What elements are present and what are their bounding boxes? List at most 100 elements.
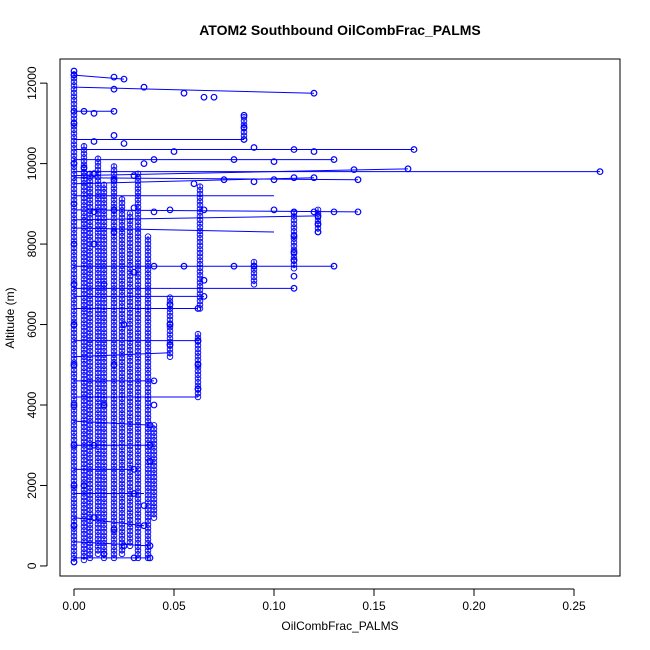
data-point — [126, 428, 134, 435]
data-point — [80, 519, 88, 527]
data-point — [290, 272, 298, 280]
data-point — [86, 251, 94, 259]
data-point — [118, 247, 126, 255]
data-point — [100, 502, 108, 510]
data-point — [80, 434, 88, 442]
data-point — [118, 535, 126, 543]
data-point — [86, 196, 94, 203]
data-point — [80, 423, 88, 431]
data-point — [144, 370, 152, 377]
data-point — [110, 381, 118, 388]
data-point — [330, 262, 338, 270]
data-point — [290, 232, 298, 240]
data-point — [70, 558, 78, 566]
data-point — [314, 220, 322, 228]
data-point — [126, 513, 134, 520]
data-point — [404, 165, 412, 173]
data-point — [86, 288, 94, 296]
data-point — [70, 473, 78, 481]
data-point — [70, 133, 78, 141]
data-point — [134, 406, 142, 414]
data-point — [70, 401, 78, 409]
profile-8 — [134, 170, 142, 562]
data-point — [100, 347, 108, 355]
data-point — [126, 339, 134, 346]
data-point — [80, 287, 88, 294]
data-point — [110, 277, 118, 285]
data-point — [70, 525, 78, 532]
data-point — [126, 243, 134, 250]
data-point — [80, 482, 88, 489]
data-point — [126, 501, 134, 509]
data-point — [144, 325, 152, 333]
data-point — [80, 342, 88, 349]
data-point — [166, 206, 174, 214]
data-point — [80, 501, 88, 508]
data-point — [134, 429, 142, 436]
data-point — [110, 499, 118, 506]
data-point — [150, 447, 158, 455]
data-point — [86, 351, 94, 359]
data-point — [134, 200, 142, 207]
profile-13 — [196, 183, 204, 312]
data-point — [86, 366, 94, 373]
data-point — [196, 264, 204, 272]
data-point — [290, 235, 298, 242]
data-point — [110, 528, 118, 536]
data-point — [134, 381, 142, 388]
data-point — [110, 550, 118, 558]
data-point — [80, 168, 88, 176]
data-point — [126, 372, 134, 380]
data-point — [100, 358, 108, 366]
y-tick-label: 12000 — [25, 66, 39, 100]
data-point — [100, 458, 108, 466]
data-point — [166, 341, 174, 349]
data-point — [110, 406, 118, 414]
data-point — [110, 436, 118, 443]
data-point — [134, 469, 142, 477]
data-point — [70, 344, 78, 351]
data-point — [134, 425, 142, 432]
data-point — [70, 126, 78, 134]
data-point — [70, 137, 78, 145]
data-point — [134, 462, 142, 469]
data-point — [118, 203, 126, 210]
data-point — [100, 189, 108, 196]
data-point — [100, 214, 108, 222]
data-point — [100, 362, 108, 370]
data-point — [70, 429, 78, 436]
data-point — [196, 286, 204, 294]
data-point — [126, 450, 134, 457]
data-point — [144, 321, 152, 329]
data-point — [70, 414, 78, 422]
data-point — [134, 355, 142, 362]
data-point — [194, 337, 202, 345]
data-point — [80, 161, 88, 169]
data-point — [134, 440, 142, 447]
data-point — [100, 414, 108, 421]
data-point — [80, 338, 88, 346]
data-point — [118, 473, 126, 480]
data-point — [100, 429, 108, 436]
data-point — [130, 172, 138, 180]
data-point — [70, 255, 78, 263]
data-point — [70, 289, 78, 296]
data-point — [230, 262, 238, 270]
data-point — [80, 556, 88, 564]
data-point — [86, 384, 94, 392]
data-point — [100, 270, 108, 277]
data-point — [100, 550, 108, 558]
data-point — [86, 517, 94, 525]
data-point — [144, 314, 152, 322]
data-point — [100, 292, 108, 299]
data-point — [144, 270, 152, 277]
data-point — [118, 310, 126, 318]
data-point — [70, 178, 78, 185]
data-point — [94, 173, 102, 181]
data-point — [70, 425, 78, 433]
data-point — [290, 216, 298, 224]
data-point — [144, 299, 152, 307]
data-point — [134, 443, 142, 451]
x-tick-label: 0.20 — [462, 599, 486, 613]
data-point — [120, 321, 128, 328]
